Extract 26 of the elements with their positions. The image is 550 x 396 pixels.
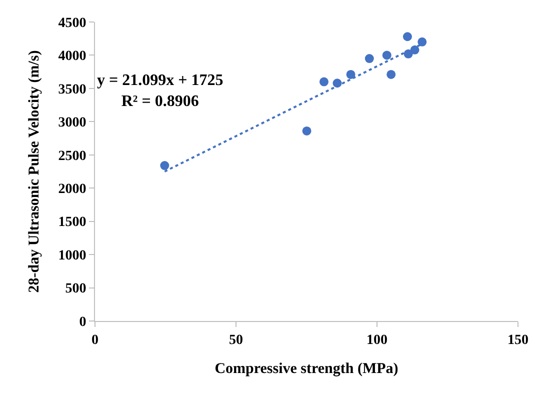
x-tick-label: 0 xyxy=(92,332,98,348)
y-tick-label: 4500 xyxy=(58,16,86,31)
y-tick-label: 1000 xyxy=(58,248,86,264)
point xyxy=(160,161,170,170)
point xyxy=(382,50,392,60)
y-tick-label: 2000 xyxy=(58,182,86,198)
x-tick-label: 100 xyxy=(366,332,388,348)
y-tick-label: 2500 xyxy=(58,148,86,164)
point xyxy=(319,77,328,86)
x-axis-title: Compressive strength (MPa) xyxy=(214,360,398,377)
point xyxy=(386,70,396,79)
x-tick-label: 50 xyxy=(229,332,243,348)
annotation: y = 21.099x + 1725 R² = 0.8906 xyxy=(97,72,224,110)
point xyxy=(418,37,427,46)
y-tick-label: 3500 xyxy=(58,82,86,98)
y-tick-label: 0 xyxy=(79,314,86,330)
point xyxy=(302,126,312,136)
y-axis-title: 28-day Ultrasonic Pulse Velocity (m/s) xyxy=(26,50,42,293)
y-tick-label: 4000 xyxy=(58,49,86,64)
y-tick-label: 1500 xyxy=(58,215,86,230)
y-tick-label: 500 xyxy=(65,282,86,297)
point xyxy=(346,70,356,79)
y-tick-label: 3000 xyxy=(58,116,86,131)
x-tick-label: 150 xyxy=(508,332,528,348)
point xyxy=(364,54,374,64)
point xyxy=(402,32,412,42)
